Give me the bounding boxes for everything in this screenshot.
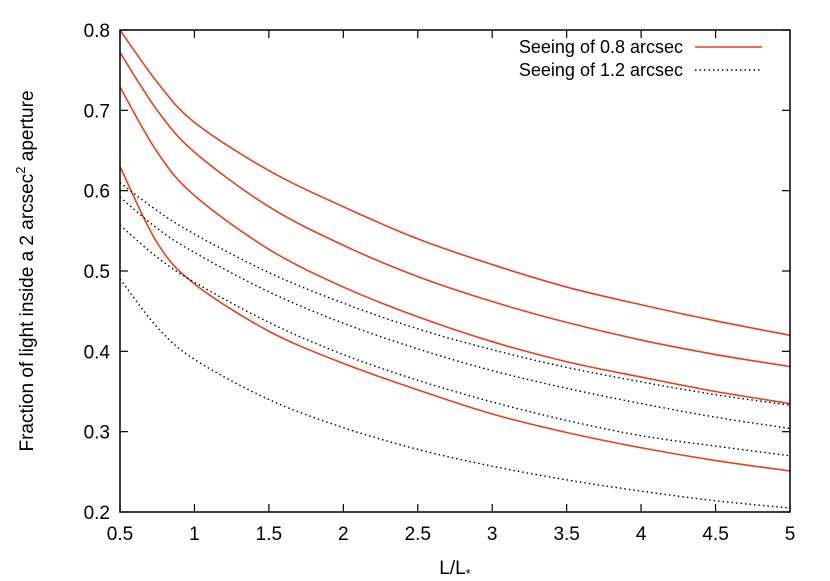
x-tick-label: 2.5: [405, 524, 431, 545]
tick-layer: 0.5 1 1.5 2 2.5 3 3.5 4 4.5 5 0.2 0.3 0.4 0.5 0.6 0.7 0.…: [84, 21, 796, 545]
x-tick-label: 2: [338, 524, 349, 545]
y-axis-title-superscript: 2: [13, 167, 28, 174]
series-line-2: [119, 86, 791, 405]
series-line-3: [119, 166, 791, 472]
y-tick-label: 0.5: [84, 262, 110, 283]
curve-layer: [119, 29, 791, 509]
y-axis-title-main: Fraction of light inside a 2 arcsec: [17, 174, 38, 452]
legend-label-1: Seeing of 1.2 arcsec: [519, 60, 683, 80]
y-tick-label: 0.3: [84, 423, 110, 444]
series-line-5: [119, 196, 791, 430]
x-tick-label: 5: [785, 524, 796, 545]
x-axis-title-main: L/L: [439, 558, 465, 579]
x-axis-title: L/L*: [439, 558, 470, 581]
series-line-0: [119, 29, 791, 337]
series-line-4: [119, 182, 791, 406]
x-tick-label: 4.5: [702, 524, 728, 545]
legend-label-0: Seeing of 0.8 arcsec: [519, 37, 683, 57]
x-tick-label: 3.5: [553, 524, 579, 545]
y-tick-label: 0.8: [84, 21, 110, 42]
series-line-7: [119, 278, 791, 509]
y-axis-title: Fraction of light inside a 2 arcsec2 ape…: [13, 90, 38, 451]
plot-frame: [119, 29, 791, 513]
x-tick-label: 4: [636, 524, 647, 545]
y-axis-title-suffix: aperture: [17, 90, 38, 166]
series-line-1: [119, 52, 791, 368]
series-line-6: [119, 224, 791, 457]
y-tick-label: 0.6: [84, 182, 110, 203]
y-tick-label: 0.2: [84, 503, 110, 524]
y-tick-label: 0.7: [84, 101, 110, 122]
x-tick-label: 3: [487, 524, 498, 545]
x-axis-title-subscript: *: [466, 566, 471, 581]
x-tick-label: 1: [189, 524, 200, 545]
x-tick-label: 0.5: [107, 524, 133, 545]
y-tick-label: 0.4: [84, 342, 111, 363]
x-tick-label: 1.5: [256, 524, 282, 545]
legend: Seeing of 0.8 arcsec Seeing of 1.2 arcse…: [519, 37, 762, 80]
